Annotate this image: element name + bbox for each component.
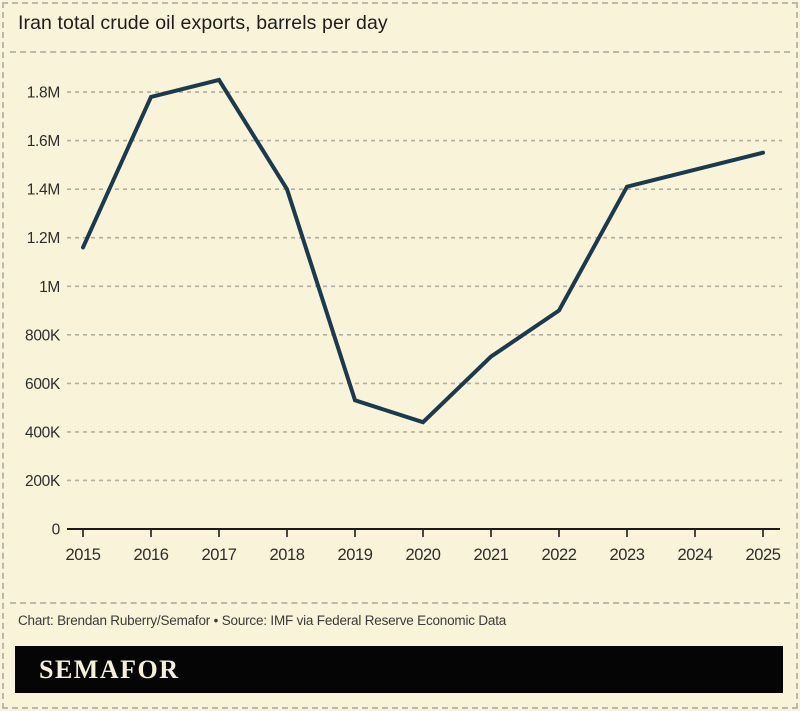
chart-title: Iran total crude oil exports, barrels pe… xyxy=(18,12,388,34)
title-divider xyxy=(10,51,790,53)
x-axis-tick-label: 2024 xyxy=(677,546,712,564)
line-chart: 0 200K 400K 600K 800K 1M 1.2M 1.4M 1.6M 1.8M 2015 2… xyxy=(25,77,782,564)
footer-divider xyxy=(10,602,790,604)
x-axis-tick-label: 2021 xyxy=(473,546,508,564)
y-axis-tick-label: 1.2M xyxy=(27,230,60,247)
x-axis-tick-label: 2017 xyxy=(201,546,236,564)
x-axis-tick-label: 2020 xyxy=(405,546,440,564)
chart-credit: Chart: Brendan Ruberry/Semafor • Source:… xyxy=(18,613,507,628)
y-axis-tick-label: 1.6M xyxy=(27,133,60,150)
y-axis-tick-label: 200K xyxy=(25,473,61,490)
x-axis-tick-label: 2019 xyxy=(337,546,372,564)
y-axis-tick-label: 800K xyxy=(25,327,61,344)
x-axis-tick-label: 2025 xyxy=(745,546,780,564)
y-axis-tick-label: 1.4M xyxy=(27,182,60,199)
x-axis-tick-label: 2022 xyxy=(541,546,576,564)
y-axis-tick-label: 1.8M xyxy=(27,85,60,102)
data-line-iran-exports xyxy=(81,77,765,425)
semafor-logo-bar: SEMAFOR xyxy=(15,646,783,693)
y-axis-tick-label: 1M xyxy=(39,279,60,296)
x-axis-tick-label: 2015 xyxy=(65,546,100,564)
y-axis-tick-label: 600K xyxy=(25,376,61,393)
x-axis-tick-label: 2018 xyxy=(269,546,304,564)
x-axis-tick-label: 2016 xyxy=(133,546,168,564)
x-axis-tick-label: 2023 xyxy=(609,546,644,564)
semafor-logo: SEMAFOR xyxy=(39,655,180,684)
y-axis-tick-label: 400K xyxy=(25,424,61,441)
y-axis-tick-label: 0 xyxy=(52,522,61,539)
